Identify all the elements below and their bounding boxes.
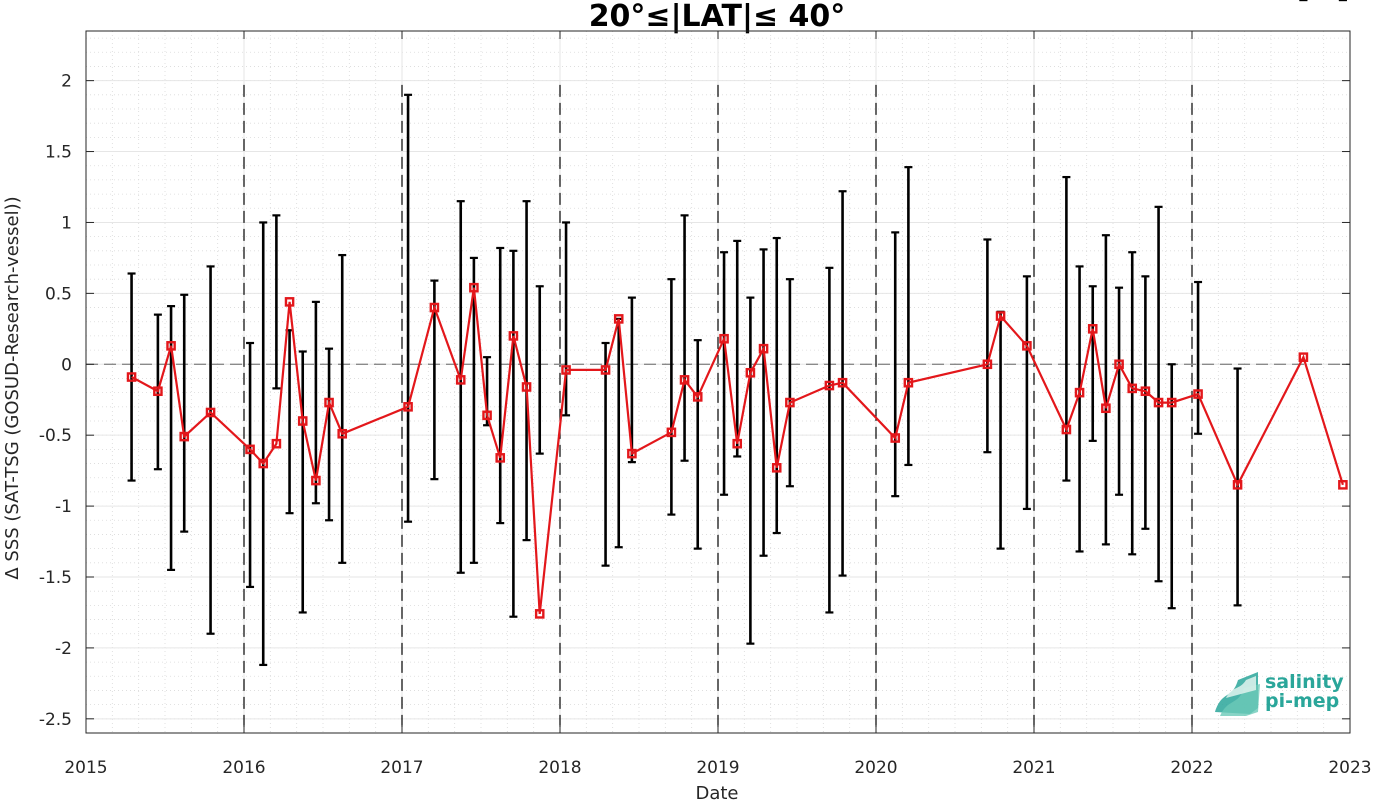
- data-point-marker: [1232, 480, 1243, 490]
- data-point-marker: [469, 282, 479, 293]
- x-tick-labels: 2015 2016 2017 2018 2019 2020 2021 2022 2023: [64, 758, 1371, 778]
- data-point-marker: [508, 331, 519, 341]
- data-point-marker: [890, 433, 901, 443]
- data-point-marker: [1074, 387, 1085, 398]
- x-tick-label: 2021: [1012, 758, 1055, 778]
- data-point-marker: [824, 380, 835, 391]
- data-point-marker: [1087, 324, 1098, 334]
- data-point-marker: [245, 444, 255, 455]
- data-point-marker: [258, 458, 269, 469]
- x-tick-label: 2017: [380, 758, 423, 778]
- data-point-marker: [284, 297, 295, 307]
- y-tick-label: 1.5: [45, 143, 72, 163]
- data-point-marker: [666, 427, 677, 438]
- data-point-marker: [758, 343, 769, 354]
- data-point-marker: [785, 397, 795, 408]
- data-point-marker: [271, 438, 282, 449]
- data-point-marker: [982, 359, 993, 370]
- data-point-marker: [205, 407, 216, 418]
- data-point-marker: [311, 475, 321, 486]
- year-dividers: [243, 84, 1193, 733]
- data-point-marker: [903, 377, 914, 388]
- data-point-marker: [1114, 359, 1124, 370]
- x-tick-label: 2018: [538, 758, 581, 778]
- data-point-marker: [482, 410, 492, 421]
- data-point-marker: [403, 402, 413, 412]
- data-point-marker: [1338, 480, 1348, 490]
- y-tick-label: -1: [55, 497, 72, 517]
- y-tick-label: 0.5: [45, 284, 72, 304]
- x-tick-label: 2022: [1170, 758, 1213, 778]
- data-point-marker: [732, 438, 743, 449]
- y-axis-label: Δ SSS (SAT-TSG (GOSUD-Research-vessel)): [2, 196, 23, 579]
- series-markers: [126, 282, 1348, 619]
- series-line: [131, 287, 1344, 615]
- y-tick-labels: 2 1.5 1 0.5 0 -0.5 -1 -1.5 -2 -2.5: [39, 72, 72, 730]
- logo-text-salinity: salinity: [1265, 671, 1344, 693]
- x-tick-label: 2023: [1328, 758, 1371, 778]
- data-point-marker: [600, 365, 611, 375]
- y-tick-label: -2: [55, 639, 72, 659]
- x-tick-label: 2016: [222, 758, 265, 778]
- data-point-marker: [297, 416, 308, 426]
- y-tick-label: 0: [61, 355, 72, 375]
- data-point-marker: [627, 448, 637, 459]
- chart-title: 20°≤|LAT|≤ 40°: [589, 0, 846, 34]
- data-point-marker: [1127, 383, 1138, 394]
- y-tick-label: 1: [61, 213, 72, 233]
- data-point-marker: [153, 386, 163, 397]
- data-point-marker: [324, 397, 334, 408]
- data-point-marker: [429, 302, 440, 313]
- x-axis-label: Date: [695, 783, 738, 801]
- data-point-marker: [745, 367, 756, 378]
- data-point-marker: [719, 333, 729, 344]
- data-point-marker: [534, 609, 545, 619]
- data-point-marker: [1298, 352, 1309, 362]
- data-point-marker: [1193, 389, 1203, 399]
- axis-ticks: [85, 31, 1351, 733]
- data-point-marker: [692, 392, 703, 402]
- x-tick-label: 2020: [854, 758, 897, 778]
- data-point-marker: [179, 431, 190, 442]
- data-point-marker: [1022, 341, 1032, 351]
- data-point-marker: [1061, 424, 1072, 435]
- data-point-marker: [521, 382, 532, 392]
- data-point-marker: [837, 377, 848, 388]
- salinity-pi-mep-logo: salinity pi-mep: [1215, 671, 1344, 716]
- data-point-marker: [1140, 386, 1151, 397]
- data-point-marker: [495, 453, 506, 463]
- x-tick-label: 2015: [64, 758, 107, 778]
- y-tick-label: -2.5: [39, 710, 72, 730]
- data-point-marker: [1166, 397, 1177, 408]
- data-point-marker: [561, 365, 571, 375]
- data-point-marker: [1101, 403, 1111, 414]
- data-point-marker: [166, 341, 176, 351]
- data-point-marker: [126, 372, 137, 382]
- salinity-pi-mep-logo-icon: [1215, 672, 1260, 716]
- data-point-marker: [455, 375, 466, 385]
- data-point-marker: [1153, 397, 1164, 408]
- y-tick-label: -1.5: [39, 568, 72, 588]
- data-point-marker: [613, 314, 624, 324]
- y-tick-label: -0.5: [39, 426, 72, 446]
- logo-text-pi-mep: pi-mep: [1265, 690, 1339, 712]
- x-tick-label: 2019: [696, 758, 739, 778]
- data-point-marker: [771, 463, 782, 473]
- data-point-marker: [995, 311, 1006, 321]
- y-tick-label: 2: [61, 72, 72, 92]
- data-point-marker: [679, 375, 690, 385]
- data-point-marker: [337, 428, 348, 439]
